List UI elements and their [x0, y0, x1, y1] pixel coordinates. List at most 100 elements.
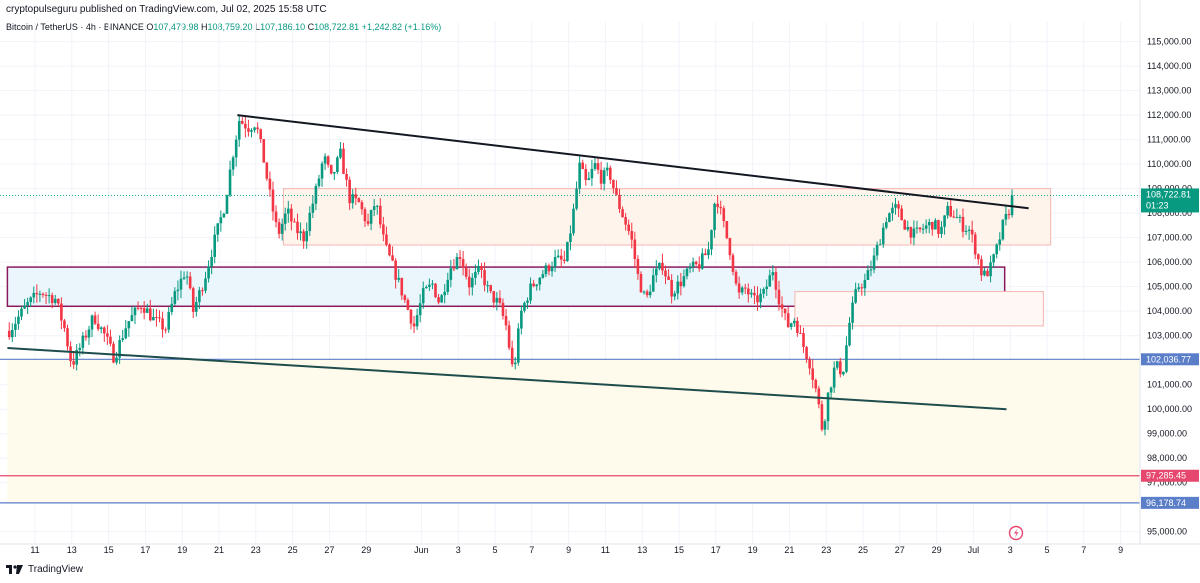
candle-body [750, 292, 753, 295]
candle-body [145, 308, 149, 313]
candle-body [458, 257, 462, 259]
candle-body [927, 222, 931, 226]
current-price-tag-text: 01:23 [1146, 200, 1169, 210]
time-tick-label: 5 [492, 545, 497, 555]
candle-body [989, 262, 992, 277]
time-tick-label: 13 [67, 545, 77, 555]
candle-body [655, 268, 658, 276]
chart-header: cryptopulseguru published on TradingView… [6, 4, 441, 32]
candle-body [366, 221, 370, 224]
footer-brand-text: TradingView [28, 564, 84, 575]
candle-body [728, 238, 732, 256]
candle-body [633, 239, 637, 259]
time-tick-label: 29 [932, 545, 942, 555]
candle-body [314, 186, 318, 204]
candle-body [53, 298, 57, 304]
footer-brand: TradingView [6, 564, 83, 575]
alert-icon[interactable] [1008, 525, 1024, 541]
candle-body [44, 294, 48, 296]
candle-body [569, 233, 572, 242]
candle-body [336, 157, 339, 172]
candle-body [231, 157, 235, 170]
level-tag-bg [1141, 496, 1199, 509]
candle-body [259, 129, 263, 140]
candle-body [535, 284, 539, 287]
candle-body [216, 223, 220, 235]
candle-body [894, 204, 897, 208]
candle-body [918, 227, 922, 230]
candle-body [90, 315, 94, 330]
candle-body [891, 207, 894, 214]
candle-body [357, 198, 361, 203]
candle-body [921, 228, 925, 230]
candle-body [701, 253, 704, 269]
time-axis[interactable]: 11 13 15 17 19 21 23 25 27 29 Jun 3 5 7 9 11 13 15 17 19 21 2… [0, 543, 1200, 555]
price-tick-label: 99,000.00 [1147, 429, 1187, 439]
candle-body [786, 313, 790, 328]
candle-body [826, 392, 830, 422]
candle-body [1010, 195, 1014, 216]
candle-body [934, 220, 937, 230]
candle-body [437, 297, 440, 303]
candle-body [510, 347, 514, 365]
candle-body [648, 291, 652, 296]
candle-body [152, 316, 155, 321]
candle-body [704, 253, 707, 256]
candle-body [1001, 219, 1005, 240]
candle-body [446, 279, 450, 292]
candle-body [710, 230, 713, 250]
candle-body [204, 278, 207, 291]
candle-body [980, 259, 983, 276]
time-tick-label: 3 [1008, 545, 1013, 555]
time-tick-label: 27 [324, 545, 334, 555]
candle-body [41, 293, 45, 295]
candle-body [198, 290, 201, 303]
candle-body [731, 255, 735, 272]
candle-body [958, 216, 962, 218]
candle-body [431, 283, 434, 285]
price-tick-label: 112,000.00 [1147, 110, 1191, 120]
candle-body [7, 330, 11, 338]
candle-body [639, 273, 643, 293]
candle-body [329, 164, 333, 174]
candle-body [645, 291, 649, 296]
candle-body [602, 170, 606, 184]
candle-body [372, 206, 376, 211]
candle-body [998, 239, 1002, 245]
candle-body [1004, 214, 1008, 220]
candle-body [808, 359, 811, 369]
time-tick-label: 9 [566, 545, 571, 555]
candle-body [342, 148, 345, 174]
candle-body [326, 156, 330, 165]
candle-body [906, 227, 910, 230]
candle-body [93, 315, 97, 324]
candle-body [222, 213, 226, 218]
candle-body [563, 259, 566, 261]
price-axis[interactable]: 115,000.00 114,000.00 113,000.00 112,000.00… [1139, 0, 1200, 583]
candle-body [955, 217, 959, 219]
candle-body [909, 227, 913, 238]
current-price-tag-text: 108,722.81 [1146, 189, 1191, 199]
candle-body [72, 361, 75, 365]
candle-body [584, 169, 588, 180]
candle-body [409, 309, 413, 324]
candle-body [937, 220, 940, 234]
time-tick-label: 21 [784, 545, 794, 555]
candle-body [520, 310, 523, 329]
candle-body [946, 205, 949, 216]
candle-body [308, 212, 312, 232]
candle-body [191, 288, 195, 312]
candle-body [443, 291, 447, 296]
candle-body [305, 231, 309, 242]
open-value: 107,479.98 [153, 22, 199, 32]
time-tick-label: 9 [1118, 545, 1123, 555]
time-tick-label: 7 [529, 545, 534, 555]
tradingview-logo-icon [6, 564, 23, 574]
candle-body [176, 289, 180, 292]
time-tick-label: Jun [414, 545, 429, 555]
symbol-line: Bitcoin / TetherUS · 4h · BINANCE O107,4… [6, 22, 441, 32]
candle-body [572, 208, 575, 234]
candle-body [81, 335, 85, 348]
candle-body [526, 300, 529, 303]
